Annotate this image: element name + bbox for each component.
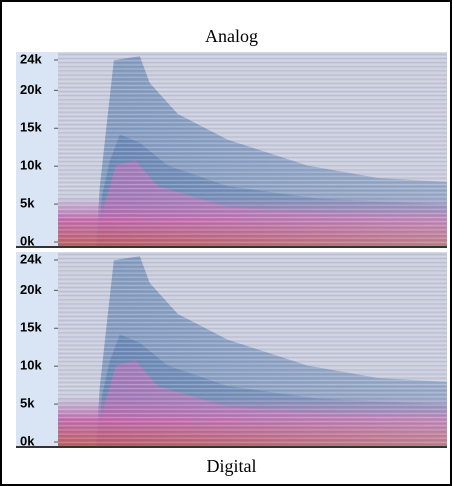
- panel-title: Analog: [205, 26, 258, 46]
- spectrogram-image: [58, 252, 447, 448]
- y-tick-label: 10k: [20, 358, 42, 373]
- y-tick-label: 15k: [20, 320, 42, 335]
- panel-title: Digital: [207, 456, 257, 476]
- y-tick-label: 0k: [20, 233, 35, 248]
- y-tick-label: 5k: [20, 196, 35, 211]
- y-tick-label: 10k: [20, 158, 42, 173]
- y-tick-label: 24k: [20, 51, 42, 66]
- axis-strip: [16, 252, 58, 448]
- y-tick-label: 0k: [20, 433, 35, 448]
- y-tick-label: 20k: [20, 82, 42, 97]
- y-tick-label: 24k: [20, 251, 42, 266]
- spectrogram-image: [58, 52, 447, 248]
- y-tick-label: 20k: [20, 282, 42, 297]
- y-tick-label: 15k: [20, 120, 42, 135]
- axis-strip: [16, 52, 58, 248]
- y-tick-label: 5k: [20, 396, 35, 411]
